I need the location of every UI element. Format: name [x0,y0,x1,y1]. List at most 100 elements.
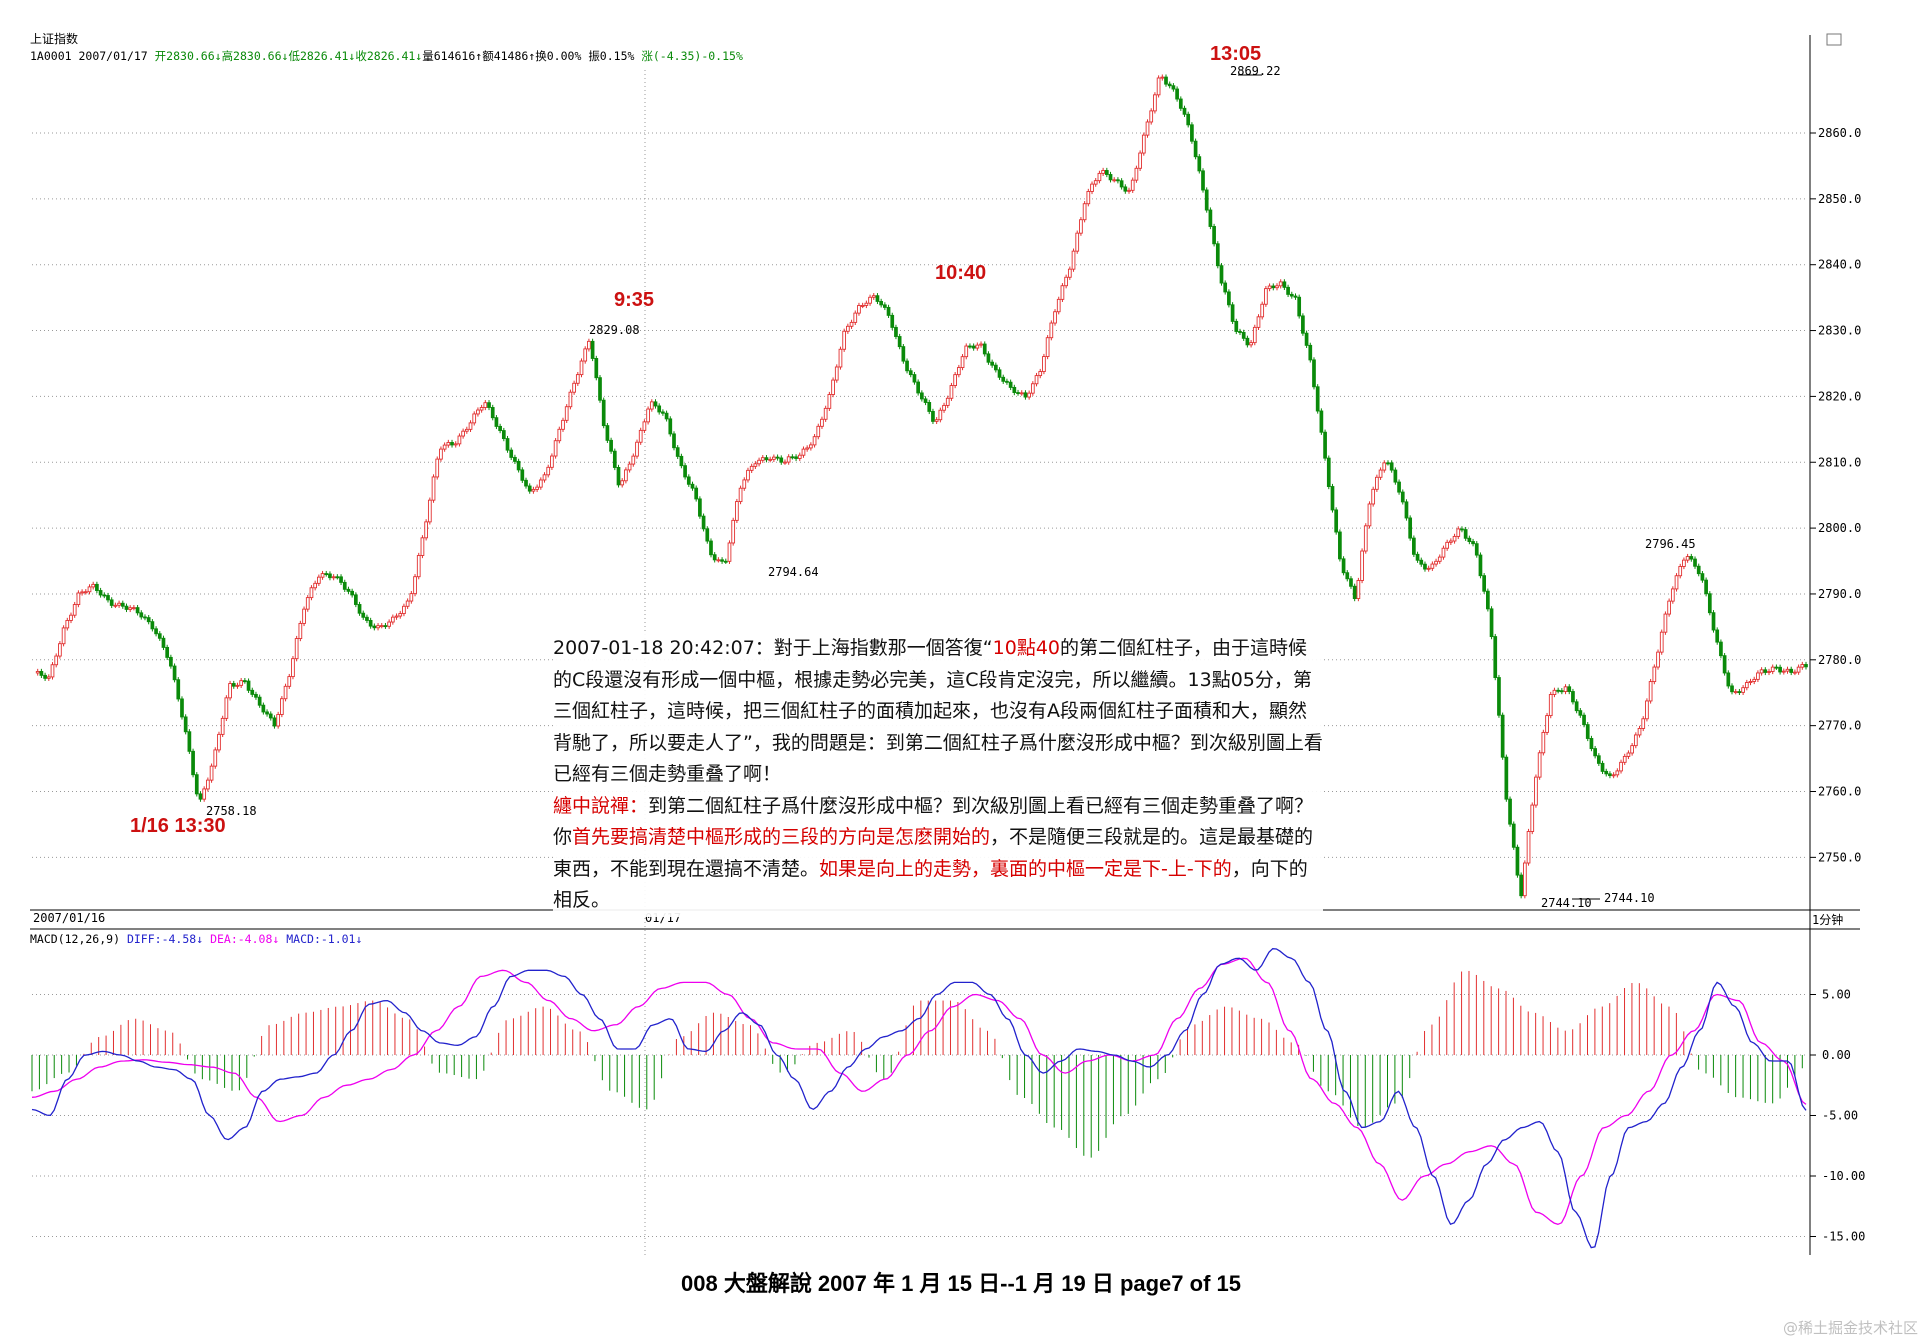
candle-body [483,402,488,408]
candle-body [1363,525,1368,552]
candle-body [1019,392,1024,395]
candle-body [1267,285,1272,290]
candle-body [1556,689,1560,692]
candle-body [938,409,943,421]
candle-body [513,456,517,462]
candle-body [1234,320,1239,332]
candle-body [1219,265,1224,284]
candle-body [964,345,969,358]
candle-body [1056,298,1061,313]
candle-body [409,593,414,602]
candle-body [864,302,869,306]
candle-body [875,295,880,302]
candle-body [698,498,702,517]
candle-body [1622,755,1627,763]
header-code: 1A0001 [30,49,72,63]
candle-body [501,430,506,440]
candle-body [871,295,876,298]
candle-body [1215,243,1220,267]
candle-body [35,671,40,674]
candle-body [1704,579,1708,595]
candle-body [916,381,921,394]
candle-body [1497,677,1501,716]
candle-body [376,625,380,629]
commentary-p1-b: 的第二個紅柱子，由于這時候的C段還沒有形成一個中樞，根據走勢必完美，這C段肯定沒… [553,637,1323,785]
candle-body [1552,689,1557,695]
candle-body [1108,174,1113,181]
candle-body [50,664,55,678]
candle-body [461,430,465,437]
macd-header: MACD(12,26,9) DIFF:-4.58↓ DEA:-4.08↓ MAC… [30,932,362,946]
candle-body [405,600,410,607]
candle-body [657,405,662,413]
candle-body [1030,383,1035,394]
candle-body [923,398,928,403]
candle-body [1182,107,1187,115]
candle-body [176,679,181,700]
candle-body [1707,593,1712,614]
candle-body [39,671,44,676]
candle-body [897,336,902,348]
candle-body [206,779,210,790]
candle-body [1208,209,1213,227]
candle-body [1301,315,1305,334]
candle-body [1119,180,1124,188]
candle-body [1193,140,1198,158]
candle-body [1412,537,1416,555]
price-tick-label: 2830.0 [1818,324,1861,338]
candle-body [1049,322,1054,339]
candle-body [1238,331,1242,333]
candle-body [587,340,591,350]
price-label-low3b: 2744.10 [1604,891,1655,905]
price-tick-label: 2800.0 [1818,521,1861,535]
candle-body [879,300,884,306]
candle-body [361,612,366,618]
index-name: 上证指数 [30,32,79,46]
candle-body [779,457,784,463]
candle-body [1615,770,1620,776]
candle-body [709,540,713,556]
candle-body [468,422,473,430]
candle-body [1685,556,1690,561]
candle-body [302,608,306,624]
candle-body [1252,326,1257,344]
candle-body [842,330,847,350]
candle-body [113,604,118,607]
candle-body [979,343,983,346]
candle-body [797,454,802,459]
candle-body [686,476,691,485]
candle-body [568,391,573,408]
candle-body [742,479,747,489]
candle-body [601,399,606,427]
candle-body [1001,376,1006,382]
candle-body [95,583,99,591]
candle-body [772,456,776,460]
candle-body [342,581,347,590]
candle-body [106,595,110,601]
candle-body [609,439,613,452]
commentary-p1-a: 2007-01-18 20:42:07：對于上海指數那一個答復“ [553,637,993,659]
candle-body [912,374,917,383]
candle-body [135,607,140,614]
candle-body [931,410,935,422]
candle-body [43,674,47,679]
candle-body [1430,563,1435,569]
candle-body [738,487,743,503]
candle-body [379,625,384,628]
candle-body [934,419,939,422]
candle-body [1289,293,1294,297]
candle-body [1522,862,1527,897]
candle-body [1545,715,1549,733]
candle-body [54,655,59,666]
candle-body [1134,167,1139,181]
candle-body [335,576,340,579]
candle-body [1312,359,1316,388]
candle-body [58,643,62,657]
candle-body [649,401,654,410]
candle-body [809,444,813,449]
commentary-p2-red1: 纏中說禪： [553,794,649,817]
candle-body [1389,462,1394,471]
candle-body [1460,528,1464,531]
candle-body [956,367,961,376]
price-tick-label: 2760.0 [1818,785,1861,799]
